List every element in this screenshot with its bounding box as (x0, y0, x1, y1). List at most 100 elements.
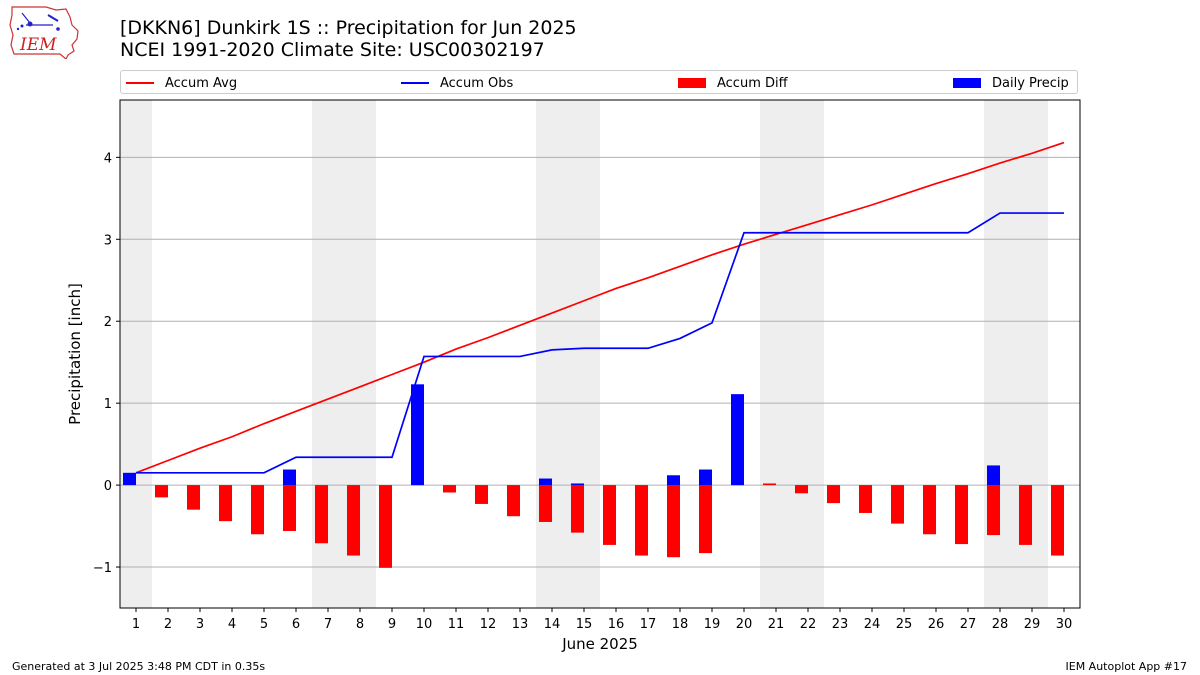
footer-generated: Generated at 3 Jul 2025 3:48 PM CDT in 0… (12, 660, 266, 673)
x-tick-label: 9 (388, 617, 396, 632)
x-tick-label: 29 (1024, 617, 1041, 632)
accum-diff-bar (251, 485, 264, 535)
daily-precip-bar (123, 472, 136, 486)
accum-diff-bar (539, 485, 552, 522)
x-tick-label: 22 (800, 617, 817, 632)
accum-diff-bar (923, 485, 936, 535)
x-tick-label: 21 (768, 617, 785, 632)
legend-swatch-daily-precip (953, 78, 981, 88)
x-tick-label: 23 (832, 617, 849, 632)
iem-logo: IEM (9, 6, 79, 59)
x-tick-label: 7 (324, 617, 332, 632)
chart-legend: Accum Avg Accum Obs Accum Diff Daily Pre… (120, 70, 1078, 94)
accum-diff-bar (379, 485, 392, 568)
legend-item-daily-precip: Daily Precip (953, 74, 1069, 92)
legend-item-accum-diff: Accum Diff (678, 74, 788, 92)
accum-diff-bar (443, 485, 456, 493)
chart-title: [DKKN6] Dunkirk 1S :: Precipitation for … (120, 17, 577, 61)
legend-label-accum-diff: Accum Diff (717, 75, 788, 91)
x-tick-label: 1 (132, 617, 140, 632)
x-tick-label: 24 (864, 617, 881, 632)
accum-diff-bar (667, 485, 680, 558)
x-tick-label: 12 (480, 617, 497, 632)
accum-diff-bar (603, 485, 616, 545)
x-tick-label: 2 (164, 617, 172, 632)
x-tick-label: 5 (260, 617, 268, 632)
weekend-shade (120, 100, 152, 608)
x-tick-label: 10 (416, 617, 433, 632)
y-axis-label: Precipitation [inch] (66, 283, 84, 425)
daily-precip-bar (571, 483, 584, 486)
accum-diff-bar (283, 485, 296, 531)
accum-diff-bar (859, 485, 872, 513)
accum-diff-bar (155, 485, 168, 498)
accum-diff-bar (827, 485, 840, 504)
x-tick-label: 19 (704, 617, 721, 632)
logo-text: IEM (19, 35, 57, 55)
x-tick-label: 30 (1056, 617, 1073, 632)
legend-swatch-accum-obs (401, 82, 429, 84)
y-tick-label: −1 (93, 561, 112, 576)
daily-precip-bar (699, 469, 712, 486)
x-tick-label: 27 (960, 617, 977, 632)
footer-app-id: IEM Autoplot App #17 (1065, 660, 1188, 673)
legend-item-accum-obs: Accum Obs (401, 74, 513, 92)
weekend-shade (536, 100, 600, 608)
accum-diff-bar (315, 485, 328, 544)
x-tick-label: 20 (736, 617, 753, 632)
accum-diff-bar (219, 485, 232, 522)
accum-diff-bar (1051, 485, 1064, 556)
accum-diff-bar (571, 485, 584, 533)
y-tick-label: 3 (104, 233, 112, 248)
legend-label-daily-precip: Daily Precip (992, 75, 1069, 91)
legend-swatch-accum-diff (678, 78, 706, 88)
accum-diff-bar (955, 485, 968, 545)
daily-precip-bar (283, 469, 296, 486)
accum-diff-bar (795, 485, 808, 494)
y-tick-label: 2 (104, 315, 112, 330)
chart-title-line1: [DKKN6] Dunkirk 1S :: Precipitation for … (120, 17, 577, 39)
accum-obs-line (136, 212, 1064, 474)
legend-item-accum-avg: Accum Avg (126, 74, 237, 92)
x-tick-label: 11 (448, 617, 465, 632)
x-axis-label: June 2025 (561, 635, 638, 653)
x-tick-label: 28 (992, 617, 1009, 632)
accum-avg-line (135, 141, 1065, 474)
accum-diff-bar (699, 485, 712, 554)
legend-swatch-accum-avg (126, 82, 154, 84)
accum-diff-bar (475, 485, 488, 504)
accum-diff-bar (987, 485, 1000, 536)
daily-precip-bar (539, 478, 552, 486)
x-tick-label: 4 (228, 617, 236, 632)
legend-label-accum-avg: Accum Avg (165, 75, 238, 91)
accum-diff-bar (347, 485, 360, 556)
accum-diff-bar (1019, 485, 1032, 545)
daily-precip-bar (411, 384, 424, 486)
y-tick-label: 4 (104, 151, 112, 166)
daily-precip-bar (731, 394, 744, 486)
x-tick-label: 26 (928, 617, 945, 632)
x-tick-label: 18 (672, 617, 689, 632)
x-tick-label: 13 (512, 617, 529, 632)
y-tick-label: 0 (104, 479, 112, 494)
daily-precip-bar (667, 475, 680, 486)
x-tick-label: 6 (292, 617, 300, 632)
x-tick-label: 25 (896, 617, 913, 632)
x-tick-label: 8 (356, 617, 364, 632)
daily-precip-bar (987, 465, 1000, 486)
accum-diff-bar (635, 485, 648, 556)
x-tick-label: 17 (640, 617, 657, 632)
y-tick-label: 1 (104, 397, 112, 412)
x-tick-label: 16 (608, 617, 625, 632)
accum-diff-bar (187, 485, 200, 510)
weekend-shade (760, 100, 824, 608)
x-tick-label: 14 (544, 617, 561, 632)
legend-label-accum-obs: Accum Obs (440, 75, 514, 91)
x-tick-label: 15 (576, 617, 593, 632)
plot-frame (119, 99, 1081, 609)
x-tick-label: 3 (196, 617, 204, 632)
accum-diff-bar (763, 483, 776, 486)
accum-diff-bar (891, 485, 904, 524)
chart-title-line2: NCEI 1991-2020 Climate Site: USC00302197 (120, 39, 545, 61)
